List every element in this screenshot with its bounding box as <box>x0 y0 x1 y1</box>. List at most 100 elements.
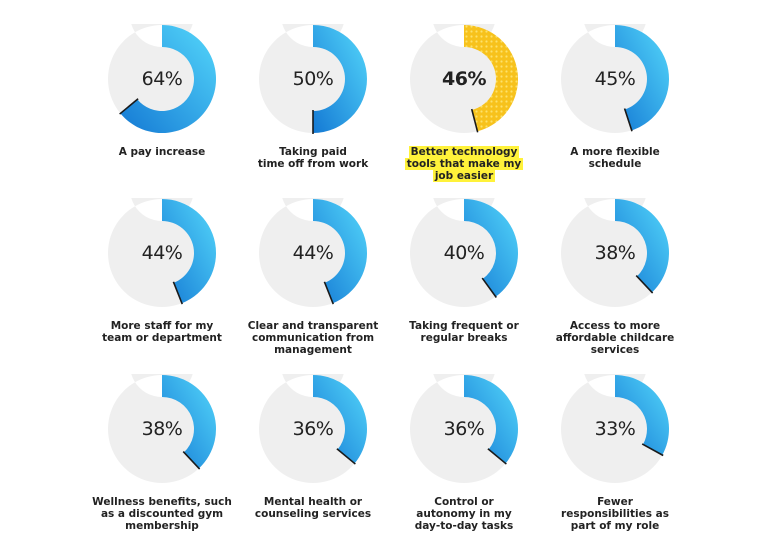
donut-category-label: Fewer responsibilities as part of my role <box>535 496 695 532</box>
donut-end-tick <box>635 275 654 294</box>
donut-percent-label: 40% <box>443 242 485 264</box>
label-line: responsibilities as <box>561 508 669 520</box>
donut-item: 46% Better technology tools that make my jo… <box>384 24 544 199</box>
label-line: counseling services <box>254 508 372 520</box>
donut-percent-label: 36% <box>292 418 334 440</box>
donut-svg <box>560 198 669 307</box>
donut-ring <box>560 198 670 308</box>
donut-item: 40% Taking frequent or regular breaks <box>384 198 544 373</box>
donut-value-arc <box>615 25 669 131</box>
donut-item: 33% Fewer responsibilities as part of my ro… <box>535 374 695 549</box>
label-line: tools that make my <box>404 158 524 170</box>
donut-value-arc <box>464 375 518 464</box>
donut-category-label: Wellness benefits, such as a discounted g… <box>82 496 242 532</box>
donut-category-label: More staff for my team or department <box>82 320 242 344</box>
label-line: services <box>590 344 640 356</box>
label-line: affordable childcare <box>555 332 675 344</box>
donut-item: 44% More staff for my team or department <box>82 198 242 373</box>
label-line: communication from <box>251 332 375 344</box>
donut-percent-label: 38% <box>594 242 636 264</box>
donut-ring <box>409 198 519 308</box>
donut-value-arc <box>464 199 518 297</box>
donut-end-tick <box>172 281 183 305</box>
donut-ring <box>258 24 368 134</box>
donut-item: 50% Taking paid time off from work <box>233 24 393 199</box>
donut-category-label: Access to more affordable childcare servic… <box>535 320 695 356</box>
donut-item: 38% Access to more affordable childcare ser… <box>535 198 695 373</box>
label-line: A more flexible <box>570 146 660 158</box>
donut-ring <box>560 24 670 134</box>
donut-ring <box>107 198 217 308</box>
donut-value-arc <box>615 375 669 456</box>
donut-svg <box>409 24 518 133</box>
donut-ring <box>560 374 670 484</box>
donut-svg <box>258 24 367 134</box>
donut-percent-label: 44% <box>292 242 334 264</box>
donut-svg <box>560 374 669 483</box>
label-line: day-to-day tasks <box>414 520 514 532</box>
donut-category-label: A more flexible schedule <box>535 146 695 170</box>
donut-percent-label: 38% <box>141 418 183 440</box>
donut-percent-label: 33% <box>594 418 636 440</box>
donut-ring <box>258 198 368 308</box>
donut-svg <box>409 198 518 307</box>
donut-svg <box>107 374 216 483</box>
label-line: Access to more <box>569 320 661 332</box>
donut-ring <box>107 374 217 484</box>
donut-percent-label: 50% <box>292 68 334 90</box>
donut-item: 44% Clear and transparent communication fr… <box>233 198 393 373</box>
donut-end-tick <box>641 443 664 457</box>
donut-percent-label: 46% <box>442 68 486 90</box>
label-line: team or department <box>102 332 222 344</box>
label-line: Better technology <box>408 146 520 158</box>
label-line: autonomy in my <box>416 508 512 520</box>
donut-value-arc <box>464 25 518 132</box>
label-line: Fewer <box>597 496 633 508</box>
donut-category-label: Better technology tools that make my job e… <box>384 146 544 182</box>
donut-value-arc <box>313 199 367 304</box>
donut-value-arc <box>615 199 669 293</box>
donut-category-label: Clear and transparent communication from m… <box>233 320 393 356</box>
label-line: regular breaks <box>420 332 508 344</box>
donut-end-tick <box>623 108 633 132</box>
label-line: Taking frequent or <box>409 320 519 332</box>
donut-percent-label: 45% <box>594 68 636 90</box>
donut-value-arc <box>313 25 367 133</box>
donut-value-arc <box>120 25 216 133</box>
donut-category-label: A pay increase <box>82 146 242 158</box>
donut-item: 36% Control or autonomy in my day-to-day ta… <box>384 374 544 549</box>
label-line: time off from work <box>257 158 369 170</box>
label-line: Taking paid <box>279 146 347 158</box>
label-line: More staff for my <box>110 320 214 332</box>
label-line: Mental health or <box>263 496 363 508</box>
donut-value-arc <box>162 375 216 469</box>
donut-item: 38% Wellness benefits, such as a discounte… <box>82 374 242 549</box>
donut-svg <box>258 374 367 483</box>
label-line: management <box>274 344 352 356</box>
label-line: Wellness benefits, such <box>92 496 232 508</box>
donut-end-tick <box>323 281 334 305</box>
label-line: part of my role <box>570 520 660 532</box>
donut-ring <box>258 374 368 484</box>
donut-item: 45% A more flexible schedule <box>535 24 695 199</box>
label-line: schedule <box>588 158 642 170</box>
donut-svg <box>409 374 518 483</box>
label-line: membership <box>125 520 199 532</box>
donut-ring <box>107 24 217 134</box>
donut-category-label: Taking paid time off from work <box>233 146 393 170</box>
donut-percent-label: 64% <box>141 68 183 90</box>
donut-category-label: Control or autonomy in my day-to-day tasks <box>384 496 544 532</box>
label-line: Clear and transparent <box>247 320 379 332</box>
donut-svg <box>107 24 216 133</box>
donut-ring <box>409 24 519 134</box>
donut-percent-label: 36% <box>443 418 485 440</box>
donut-value-arc <box>313 375 367 464</box>
label-line: as a discounted gym <box>100 508 224 520</box>
donut-category-label: Taking frequent or regular breaks <box>384 320 544 344</box>
donut-ring <box>409 374 519 484</box>
donut-item: 36% Mental health or counseling services <box>233 374 393 549</box>
donut-category-label: Mental health or counseling services <box>233 496 393 520</box>
donut-end-tick <box>336 448 356 465</box>
donut-end-tick <box>119 98 139 115</box>
